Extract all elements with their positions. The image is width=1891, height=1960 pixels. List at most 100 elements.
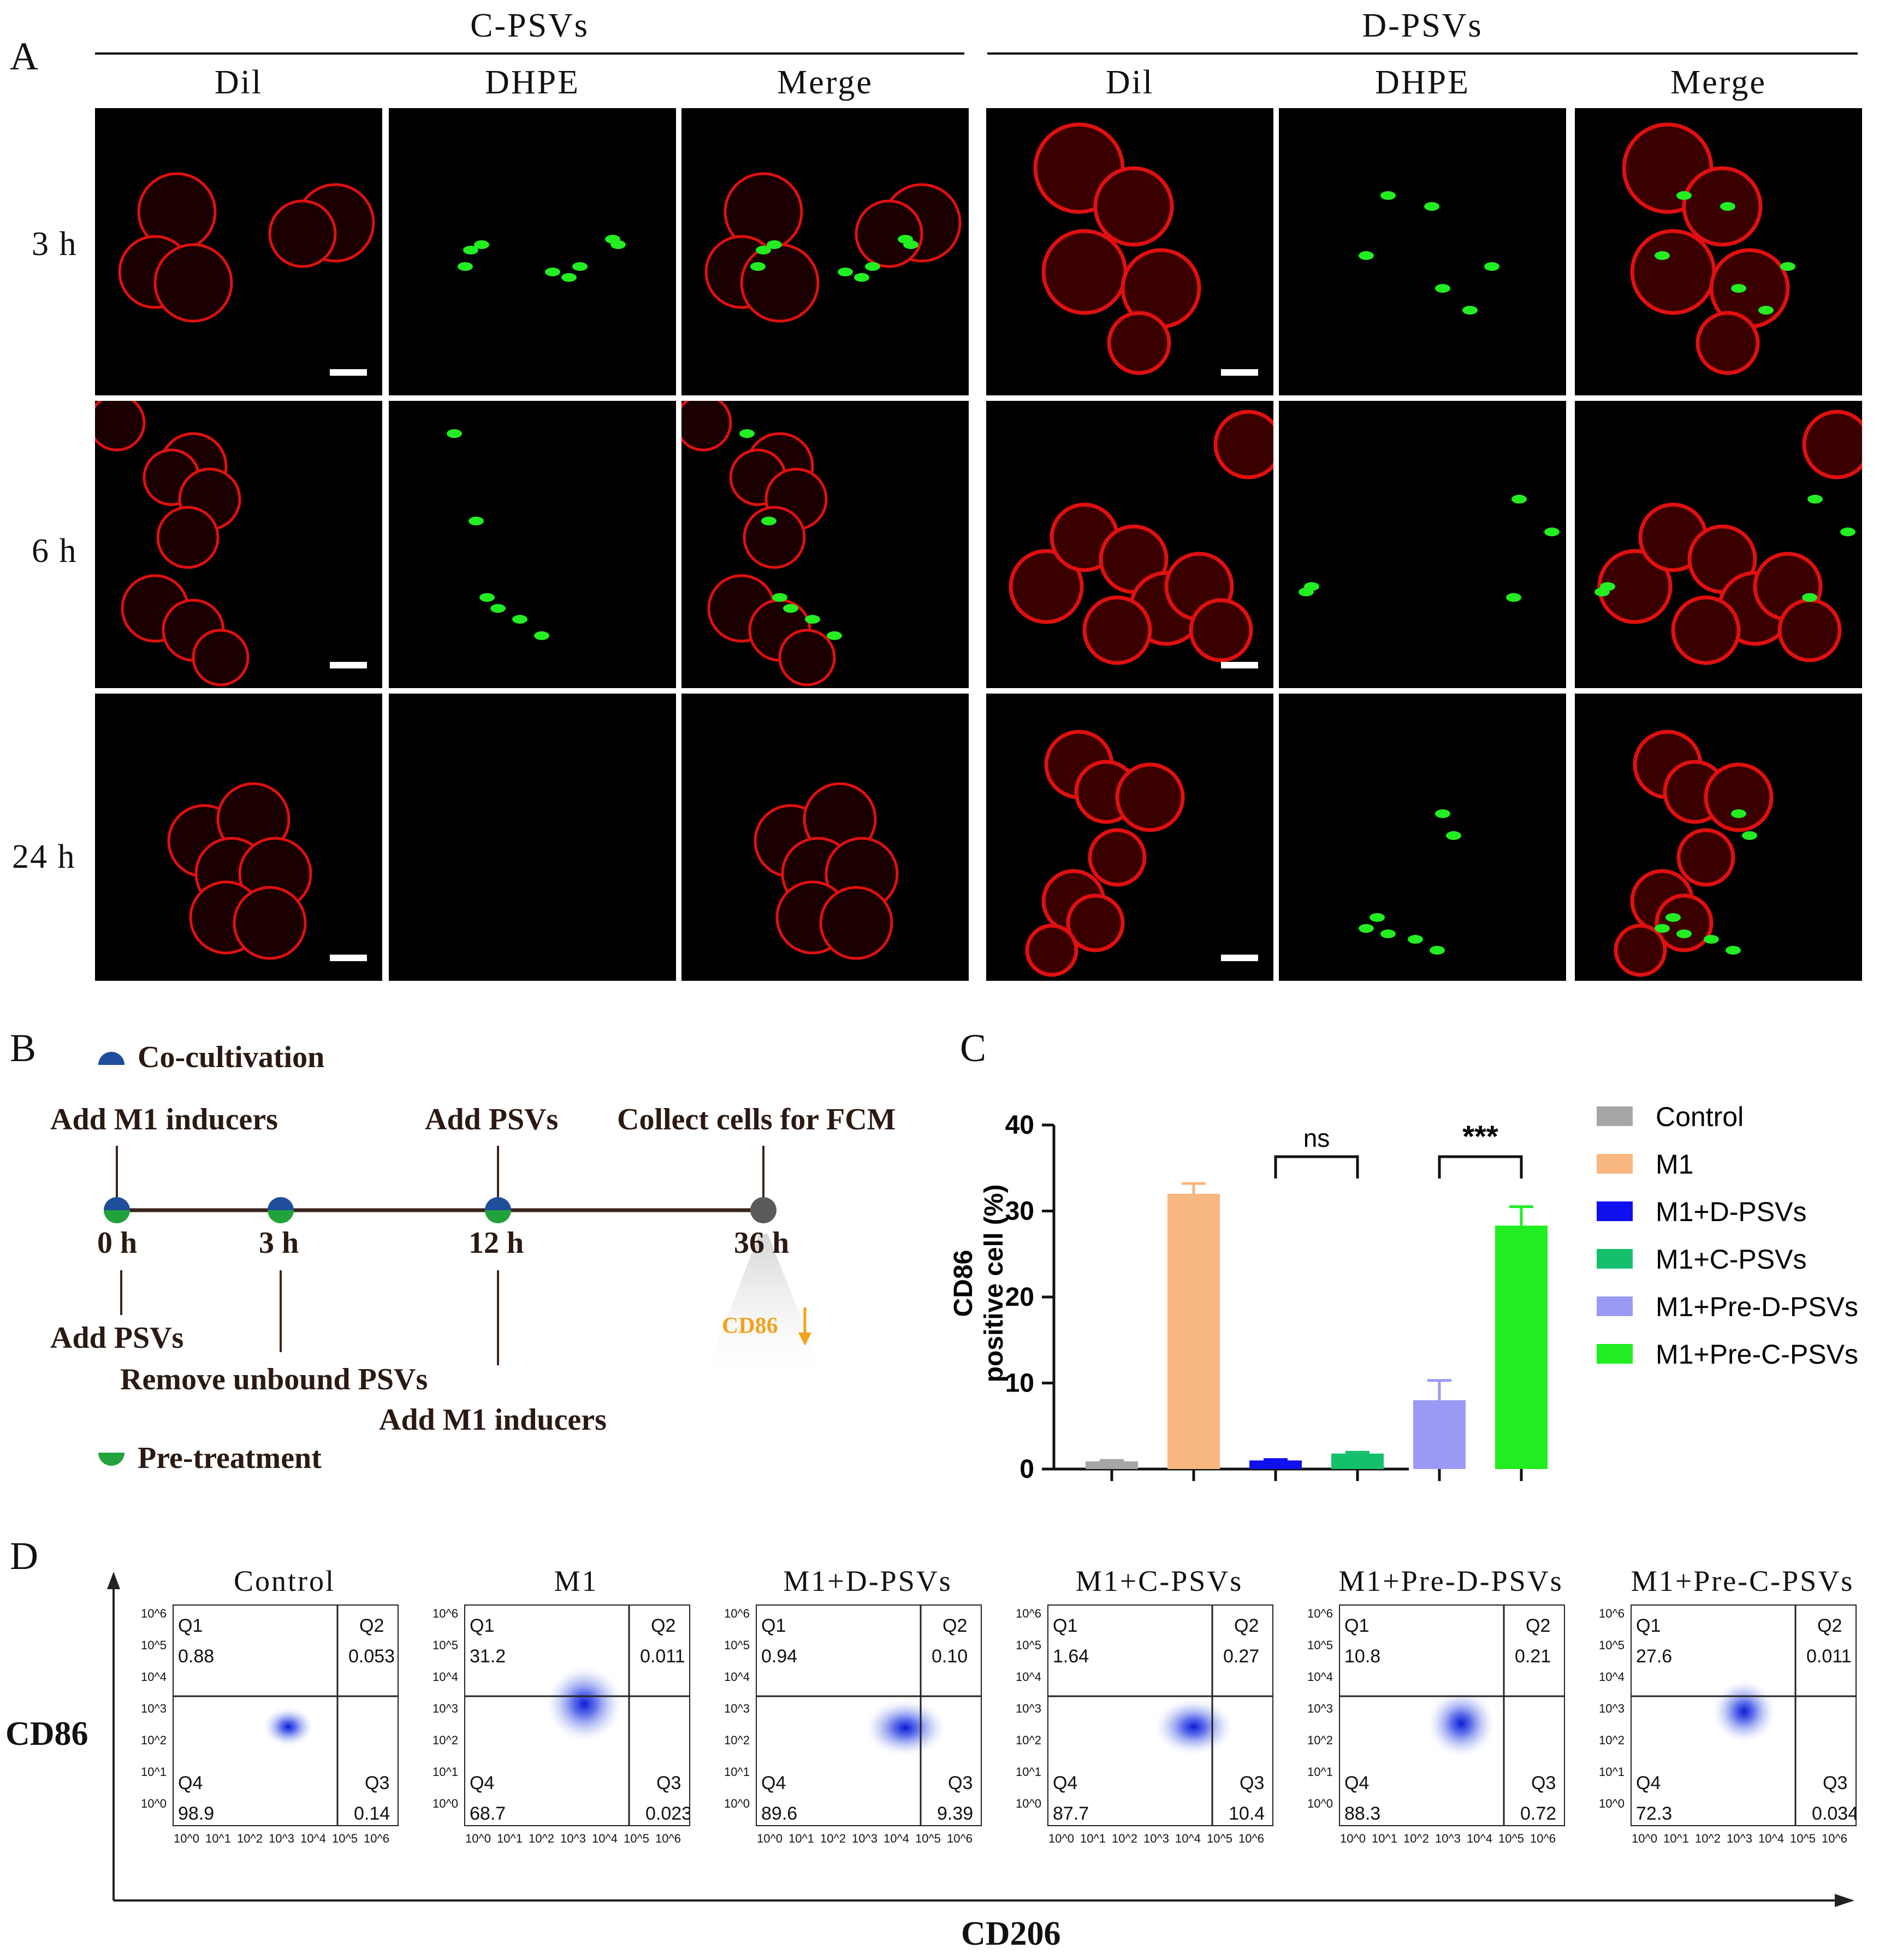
fcm-x-tick-label: 10^3: [852, 1832, 878, 1845]
fcm-y-tick-label: 10^5: [1599, 1638, 1625, 1652]
fcm-y-tick-label: 10^4: [1599, 1670, 1625, 1684]
channel-title-dhpe-1: DHPE: [485, 64, 580, 101]
fcm-y-tick-label: 10^1: [432, 1765, 459, 1779]
y-tick-label-10: 10: [1005, 1369, 1034, 1398]
fcm-plot-m1+d-psvs: Q1 0.94 Q2 0.10 Q3 9.39 Q4 89.6: [756, 1604, 982, 1826]
fcm-y-tick-label: 10^2: [1307, 1733, 1333, 1747]
fcm-y-tick-label: 10^4: [1307, 1670, 1333, 1684]
panel-d-label: D: [10, 1534, 38, 1578]
quadrant-name-q1: Q1: [1344, 1615, 1370, 1636]
quadrant-name-q4: Q4: [1053, 1773, 1078, 1793]
fcm-y-tick-label: 10^5: [432, 1638, 459, 1652]
channel-title-merge-1: Merge: [777, 64, 873, 101]
quadrant-value-q1: 0.94: [761, 1646, 798, 1667]
quadrant-name-q1: Q1: [470, 1615, 495, 1636]
quadrant-value-q2: 0.10: [932, 1646, 968, 1667]
fcm-y-tick-label: 10^1: [1016, 1765, 1042, 1779]
quadrant-name-q3: Q3: [1823, 1773, 1848, 1793]
micrograph-d-psvs-dhpe-6h: [1279, 401, 1566, 688]
quadrant-name-q3: Q3: [1240, 1773, 1265, 1793]
quadrant-value-q3: 0.034: [1812, 1803, 1857, 1824]
quadrant-value-q3: 9.39: [937, 1803, 974, 1824]
channel-title-dil-1: Dil: [214, 64, 263, 101]
micrograph-c-psvs-dhpe-24h: [389, 694, 676, 981]
pre-treatment-legend-label: Pre-treatment: [138, 1441, 322, 1475]
significance-label: ns: [1303, 1124, 1330, 1152]
timeline-node-0h: [104, 1197, 130, 1223]
timeline-time-36h: 36 h: [734, 1226, 790, 1260]
significance-label: ***: [1462, 1119, 1498, 1153]
fcm-x-tick-label: 10^2: [529, 1832, 555, 1845]
quadrant-value-q4: 98.9: [178, 1803, 215, 1824]
fcm-x-tick-label: 10^2: [237, 1832, 263, 1845]
legend-swatch-control: [1597, 1106, 1633, 1126]
micrograph-c-psvs-dil-3h: [95, 108, 382, 395]
quadrant-name-q3: Q3: [365, 1773, 390, 1793]
fcm-y-tick-label: 10^6: [1599, 1607, 1625, 1620]
density-blob: [1427, 1690, 1495, 1757]
quadrant-name-q4: Q4: [1636, 1773, 1661, 1793]
quadrant-value-q2: 0.011: [640, 1646, 685, 1667]
quadrant-name-q4: Q4: [761, 1773, 786, 1793]
quadrant-name-q2: Q2: [1817, 1615, 1842, 1636]
timeline-label-add-m1-inducers-bottom: Add M1 inducers: [379, 1403, 607, 1437]
fcm-y-tick-label: 10^4: [432, 1670, 459, 1684]
fcm-x-tick-label: 10^5: [624, 1832, 650, 1845]
channel-title-dil-2: Dil: [1105, 64, 1154, 101]
legend-swatch-m1+c-psvs: [1597, 1249, 1633, 1269]
scale-bar: [1221, 955, 1258, 961]
fcm-title-m1+c-psvs: M1+C-PSVs: [1075, 1565, 1243, 1597]
quadrant-value-q4: 72.3: [1636, 1803, 1673, 1824]
micrograph-c-psvs-merge-24h: [681, 694, 969, 981]
fcm-x-tick-label: 10^0: [757, 1832, 783, 1845]
cd86-bar-chart: 0 10 20 30 40 CD86 positive cell (%) ns *** Contr…: [949, 1102, 1858, 1484]
fcm-y-tick-label: 10^3: [1016, 1702, 1042, 1715]
fcm-y-tick-label: 10^1: [1307, 1765, 1333, 1779]
cd86-axis-label: CD86: [5, 1715, 88, 1752]
significance-bracket: [1438, 1155, 1523, 1179]
panel-c-label: C: [960, 1026, 987, 1070]
quadrant-name-q1: Q1: [1053, 1615, 1078, 1636]
timeline-label-add-psvs-bottom: Add PSVs: [50, 1321, 184, 1355]
time-label-24h: 24 h: [12, 838, 76, 875]
bar-m1+c-psvs: [1331, 1453, 1384, 1469]
fcm-x-tick-label: 10^5: [915, 1832, 941, 1845]
bar-m1+pre-d-psvs: [1413, 1400, 1466, 1469]
fcm-plot-m1: Q1 31.2 Q2 0.011 Q3 0.023 Q4 68.7: [464, 1604, 690, 1826]
fcm-x-tick-label: 10^2: [820, 1832, 846, 1845]
fcm-y-tick-label: 10^6: [1307, 1607, 1333, 1620]
micrograph-c-psvs-merge-6h: [681, 401, 969, 688]
fcm-x-tick-label: 10^3: [269, 1832, 295, 1845]
legend-label-m1+d-psvs: M1+D-PSVs: [1656, 1197, 1806, 1227]
density-blob: [1712, 1680, 1776, 1743]
fcm-x-tick-label: 10^4: [1758, 1832, 1785, 1845]
fcm-y-tick-label: 10^0: [724, 1797, 750, 1810]
panel-d-axes: [107, 1572, 1854, 1907]
channel-title-merge-2: Merge: [1670, 64, 1766, 101]
micrograph-d-psvs-merge-3h: [1575, 108, 1862, 395]
fcm-plot-control: Q1 0.88 Q2 0.053 Q3 0.14 Q4 98.9: [173, 1604, 399, 1826]
quadrant-name-q2: Q2: [1526, 1615, 1551, 1636]
fcm-y-tick-label: 10^5: [724, 1638, 750, 1652]
fcm-plot-m1+pre-c-psvs: Q1 27.6 Q2 0.011 Q3 0.034 Q4 72.3: [1631, 1604, 1857, 1826]
fcm-x-tick-label: 10^6: [1238, 1832, 1265, 1845]
timeline-diagram: [104, 1146, 820, 1365]
fcm-title-m1+pre-d-psvs: M1+Pre-D-PSVs: [1338, 1565, 1563, 1597]
y-axis-label-line2: positive cell (%): [980, 1185, 1009, 1383]
fcm-y-tick-label: 10^5: [141, 1638, 167, 1652]
timeline-label-add-m1-inducers-top: Add M1 inducers: [50, 1103, 278, 1136]
fcm-y-tick-label: 10^0: [141, 1797, 167, 1810]
quadrant-value-q3: 0.023: [645, 1803, 690, 1824]
density-blob: [263, 1707, 313, 1746]
fcm-x-tick-label: 10^0: [1632, 1832, 1658, 1845]
fcm-x-tick-label: 10^3: [1435, 1832, 1461, 1845]
micrograph-d-psvs-dil-24h: [986, 694, 1273, 981]
quadrant-name-q3: Q3: [1531, 1773, 1556, 1793]
legend-label-m1+pre-d-psvs: M1+Pre-D-PSVs: [1656, 1292, 1858, 1322]
quadrant-value-q1: 27.6: [1636, 1646, 1673, 1667]
significance-bracket: [1274, 1155, 1359, 1179]
quadrant-value-q3: 10.4: [1229, 1803, 1265, 1824]
fcm-x-tick-label: 10^6: [1530, 1832, 1556, 1845]
fcm-x-tick-label: 10^3: [1727, 1832, 1753, 1845]
fcm-x-tick-label: 10^4: [1175, 1832, 1201, 1845]
